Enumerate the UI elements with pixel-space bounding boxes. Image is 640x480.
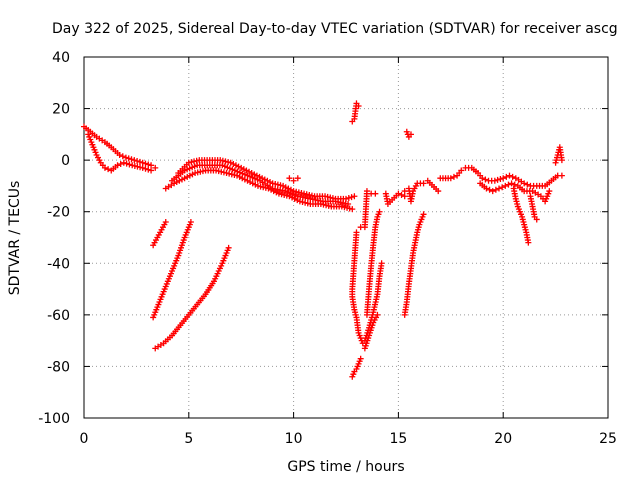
data-point [225, 244, 232, 251]
data-point [533, 216, 540, 223]
data-point [136, 158, 143, 165]
data-point [145, 161, 152, 168]
data-point [497, 176, 504, 183]
data-point [479, 175, 486, 182]
data-point [145, 166, 152, 173]
data-point [483, 185, 490, 192]
data-point [114, 162, 121, 169]
data-point [503, 173, 510, 180]
data-point [120, 159, 127, 166]
data-point [435, 188, 442, 195]
data-point [376, 208, 383, 215]
data-point [148, 167, 155, 174]
data-point [134, 158, 141, 165]
data-point [345, 200, 352, 207]
data-point [447, 175, 454, 182]
chart-title: Day 322 of 2025, Sidereal Day-to-day VTE… [52, 21, 618, 37]
data-point [351, 193, 358, 200]
y-tick-label: 20 [52, 102, 70, 118]
y-tick-label: -60 [47, 308, 70, 324]
data-point [508, 180, 515, 187]
data-point [116, 151, 123, 158]
data-point [122, 154, 129, 161]
data-point [491, 177, 498, 184]
data-point [348, 194, 355, 201]
y-axis-label: SDTVAR / TECUs [7, 181, 23, 296]
data-point [142, 160, 149, 167]
data-point [499, 184, 506, 191]
y-tick-label: -20 [47, 205, 70, 221]
data-point [492, 186, 499, 193]
y-tick-label: -80 [47, 359, 70, 375]
data-point [558, 172, 565, 179]
data-point [125, 155, 132, 162]
x-tick-label: 5 [184, 431, 193, 447]
data-point [357, 355, 364, 362]
x-tick-label: 15 [389, 431, 407, 447]
data-point [401, 193, 408, 200]
data-point [378, 260, 385, 267]
plot-border [83, 56, 609, 419]
axes: 0 5 10 15 20 25 -100 -80 -60 -40 -20 0 20 40 [38, 50, 617, 447]
data-point [524, 181, 531, 188]
data-point [546, 188, 553, 195]
data-point [374, 311, 381, 318]
data-point [500, 175, 507, 182]
data-point [139, 159, 146, 166]
data-point [345, 194, 352, 201]
y-tick-label: -100 [38, 411, 70, 427]
x-tick-label: 25 [599, 431, 617, 447]
x-tick-label: 20 [494, 431, 512, 447]
data-point [450, 173, 457, 180]
data-point [290, 177, 297, 184]
data-point [119, 153, 126, 160]
y-tick-label: 40 [52, 50, 70, 66]
data-point [101, 164, 108, 171]
data-point [420, 211, 427, 218]
data-point [123, 160, 130, 167]
data-point [486, 186, 493, 193]
data-point [187, 219, 194, 226]
data-points [81, 100, 565, 380]
data-point [509, 173, 516, 180]
data-point [506, 172, 513, 179]
data-point [525, 239, 532, 246]
data-point [458, 167, 465, 174]
data-point [349, 206, 356, 213]
data-point [286, 175, 293, 182]
data-point [398, 191, 405, 198]
data-point [152, 164, 159, 171]
data-point [482, 176, 489, 183]
data-point [395, 190, 402, 197]
data-point [505, 181, 512, 188]
y-tick-label: -40 [47, 256, 70, 272]
data-point [407, 131, 414, 138]
data-point [372, 190, 379, 197]
data-point [502, 182, 509, 189]
data-point [117, 161, 124, 168]
data-point [139, 164, 146, 171]
data-point [105, 166, 112, 173]
x-tick-label: 0 [80, 431, 89, 447]
data-point [489, 188, 496, 195]
data-point [131, 157, 138, 164]
data-point [142, 165, 149, 172]
data-point [363, 188, 370, 195]
data-point [355, 102, 362, 109]
data-point [496, 185, 503, 192]
data-point [494, 176, 501, 183]
y-tick-label: 0 [61, 153, 70, 169]
data-point [521, 180, 528, 187]
data-point [148, 162, 155, 169]
data-point [162, 219, 169, 226]
data-point [511, 181, 518, 188]
x-axis-label: GPS time / hours [287, 459, 404, 475]
data-point [294, 175, 301, 182]
data-point [420, 180, 427, 187]
x-tick-label: 10 [285, 431, 303, 447]
data-point [128, 156, 135, 163]
data-point [558, 157, 565, 164]
data-point [126, 161, 133, 168]
